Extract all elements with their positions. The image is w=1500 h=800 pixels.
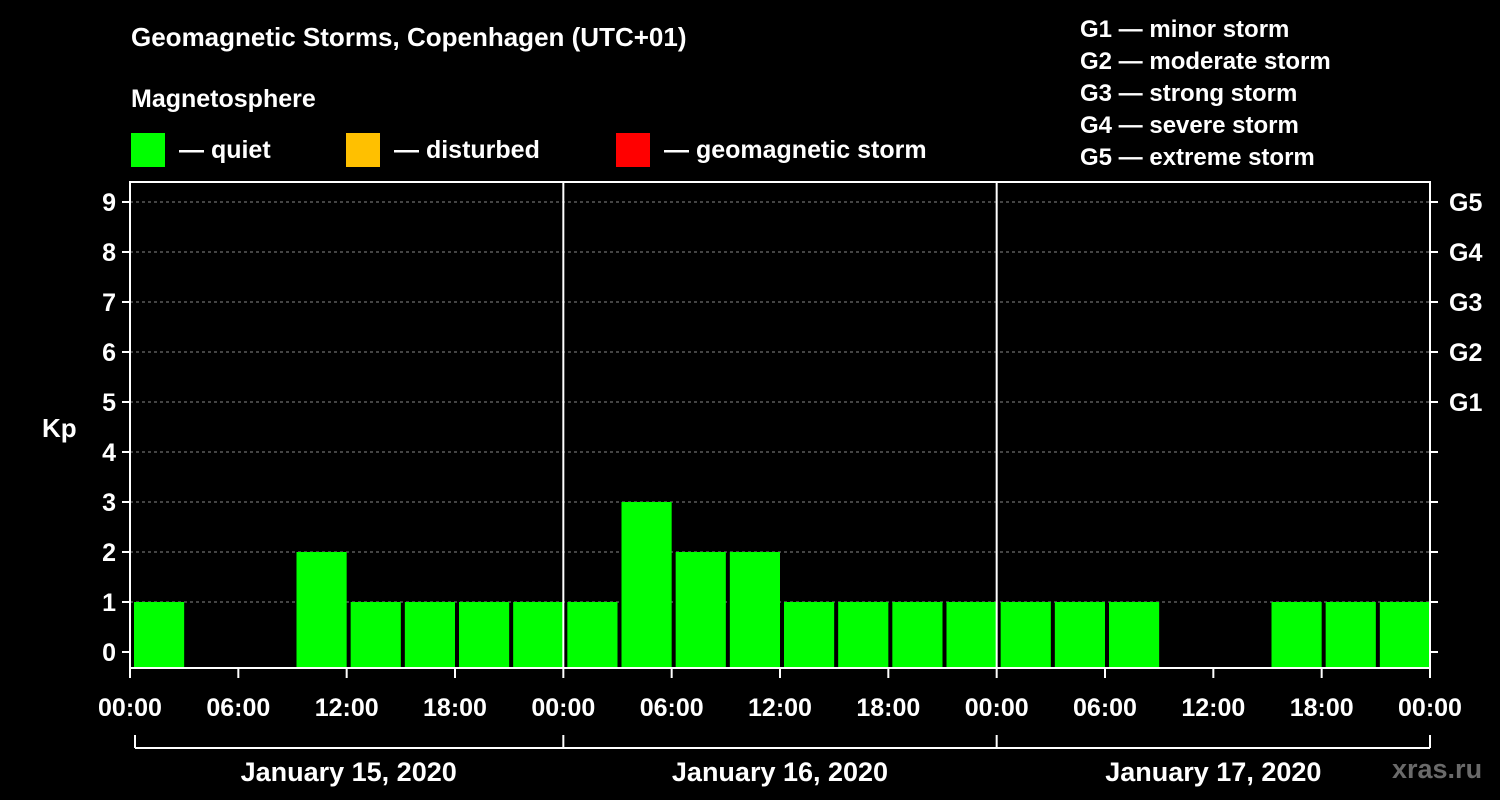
bar-23 — [1379, 602, 1430, 668]
right-tick-label-g4: G4 — [1449, 239, 1482, 267]
y-tick-label-0: 0 — [102, 639, 116, 667]
y-tick-label-4: 4 — [102, 439, 116, 467]
bar-9 — [621, 502, 672, 668]
storm-scale-g2: G2 — moderate storm — [1080, 48, 1331, 75]
x-tick-label-7: 18:00 — [856, 694, 920, 722]
x-tick-label-11: 18:00 — [1290, 694, 1354, 722]
x-tick-label-2: 12:00 — [315, 694, 379, 722]
x-tick-label-3: 18:00 — [423, 694, 487, 722]
storm-scale-g5: G5 — extreme storm — [1080, 144, 1315, 171]
bar-12 — [784, 602, 835, 668]
right-tick-label-g2: G2 — [1449, 339, 1482, 367]
bar-11 — [729, 552, 780, 668]
bar-4 — [350, 602, 401, 668]
bar-10 — [675, 552, 726, 668]
bars — [134, 502, 1430, 668]
day-label-1: January 16, 2020 — [672, 757, 888, 787]
tick-labels: 0 1 2 3 4 5 6 7 8 9 G1 G2 G3 G4 G5 Kp 00:00 06:00 12:00 18:… — [42, 189, 1482, 787]
x-tick-label-4: 00:00 — [531, 694, 595, 722]
legend-swatch-disturbed — [346, 133, 380, 167]
bar-5 — [404, 602, 455, 668]
bar-3 — [296, 552, 347, 668]
bar-21 — [1271, 602, 1322, 668]
legend-item-storm: — geomagnetic storm — [616, 133, 927, 167]
y-tick-label-1: 1 — [102, 589, 116, 617]
legend-swatch-storm — [616, 133, 650, 167]
y-tick-label-7: 7 — [102, 289, 116, 317]
legend-swatch-quiet — [131, 133, 165, 167]
bar-7 — [513, 602, 564, 668]
bar-16 — [1000, 602, 1051, 668]
x-tick-label-12: 00:00 — [1398, 694, 1462, 722]
axes — [122, 181, 1438, 749]
bar-14 — [892, 602, 943, 668]
bar-15 — [946, 602, 997, 668]
y-tick-label-9: 9 — [102, 189, 116, 217]
right-tick-label-g5: G5 — [1449, 189, 1482, 217]
legend-item-disturbed: — disturbed — [346, 133, 540, 167]
bar-17 — [1054, 602, 1105, 668]
right-tick-label-g3: G3 — [1449, 289, 1482, 317]
storm-scale-g3: G3 — strong storm — [1080, 80, 1298, 107]
x-tick-label-10: 12:00 — [1181, 694, 1245, 722]
storm-scale-list: G1 — minor storm G2 — moderate storm G3 … — [1080, 14, 1331, 174]
bar-6 — [459, 602, 510, 668]
bar-18 — [1109, 602, 1160, 668]
y-tick-label-3: 3 — [102, 489, 116, 517]
legend-label-storm: — geomagnetic storm — [664, 135, 927, 164]
watermark: xras.ru — [1392, 754, 1483, 784]
x-tick-label-8: 00:00 — [965, 694, 1029, 722]
y-tick-label-2: 2 — [102, 539, 116, 567]
x-tick-label-5: 06:00 — [640, 694, 704, 722]
storm-scale-g4: G4 — severe storm — [1080, 112, 1299, 139]
chart-subtitle: Magnetosphere — [131, 85, 316, 113]
chart-title: Geomagnetic Storms, Copenhagen (UTC+01) — [131, 22, 687, 52]
x-tick-label-0: 00:00 — [98, 694, 162, 722]
gridlines — [130, 201, 1430, 603]
legend-item-quiet: — quiet — [131, 133, 271, 167]
x-tick-label-1: 06:00 — [206, 694, 270, 722]
bar-8 — [567, 602, 618, 668]
day-label-2: January 17, 2020 — [1105, 757, 1321, 787]
legend-label-quiet: — quiet — [179, 135, 271, 164]
right-tick-label-g1: G1 — [1449, 389, 1482, 417]
day-label-0: January 15, 2020 — [241, 757, 457, 787]
y-axis-label: Kp — [42, 413, 77, 443]
storm-scale-g1: G1 — minor storm — [1080, 16, 1290, 43]
bar-22 — [1325, 602, 1376, 668]
bar-0 — [134, 602, 185, 668]
y-tick-label-5: 5 — [102, 389, 116, 417]
bar-13 — [838, 602, 889, 668]
x-tick-label-9: 06:00 — [1073, 694, 1137, 722]
legend-label-disturbed: — disturbed — [394, 135, 540, 164]
y-tick-label-8: 8 — [102, 239, 116, 267]
y-tick-label-6: 6 — [102, 339, 116, 367]
x-tick-label-6: 12:00 — [748, 694, 812, 722]
